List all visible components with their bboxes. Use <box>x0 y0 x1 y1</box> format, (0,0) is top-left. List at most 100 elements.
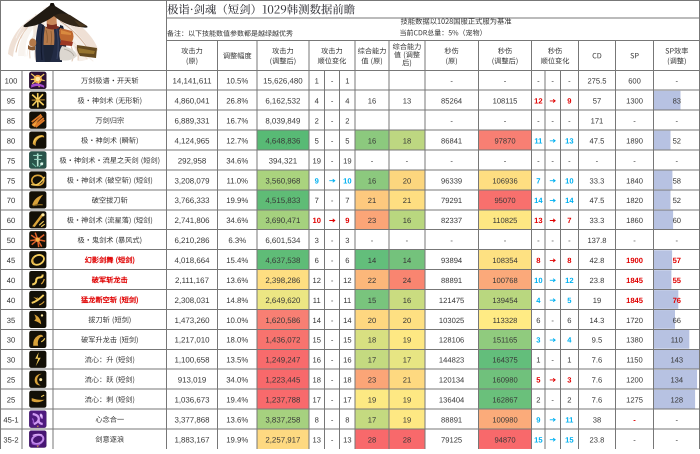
svg-text:60: 60 <box>7 216 15 225</box>
svg-text:34.6%: 34.6% <box>226 216 248 225</box>
svg-text:23: 23 <box>368 376 376 385</box>
svg-text:1150: 1150 <box>626 356 642 365</box>
svg-text:-: - <box>504 77 507 86</box>
svg-text:8,039,849: 8,039,849 <box>265 116 301 125</box>
svg-text:88891: 88891 <box>441 276 462 285</box>
svg-text:162867: 162867 <box>492 395 517 404</box>
svg-text:-: - <box>551 316 554 325</box>
svg-text:79125: 79125 <box>441 435 462 444</box>
svg-text:-: - <box>633 156 636 165</box>
svg-text:-: - <box>331 136 334 145</box>
svg-text:16.7%: 16.7% <box>226 116 248 125</box>
svg-text:80: 80 <box>7 136 15 145</box>
svg-text:136404: 136404 <box>439 395 464 404</box>
svg-text:12: 12 <box>534 97 542 106</box>
svg-text:11.0%: 11.0% <box>226 176 248 185</box>
svg-text:-: - <box>331 415 334 424</box>
svg-text:108115: 108115 <box>493 97 518 106</box>
svg-text:1900: 1900 <box>626 256 643 265</box>
svg-text:14.8%: 14.8% <box>226 296 248 305</box>
svg-text:-: - <box>450 77 453 86</box>
svg-text:19.9%: 19.9% <box>226 196 248 205</box>
svg-text:3,690,471: 3,690,471 <box>265 216 300 225</box>
svg-text:110825: 110825 <box>493 216 518 225</box>
svg-text:16: 16 <box>368 176 376 185</box>
svg-text:2,741,806: 2,741,806 <box>174 216 210 225</box>
svg-text:21: 21 <box>403 376 411 385</box>
svg-text:23.8: 23.8 <box>590 276 605 285</box>
svg-text:1,883,167: 1,883,167 <box>174 435 209 444</box>
svg-text:-: - <box>676 415 679 424</box>
svg-text:1,100,658: 1,100,658 <box>174 356 210 365</box>
svg-text:8: 8 <box>345 415 349 424</box>
svg-text:6,210,286: 6,210,286 <box>174 236 210 245</box>
svg-text:19.9%: 19.9% <box>226 435 248 444</box>
svg-text:10: 10 <box>313 216 321 225</box>
svg-text:52: 52 <box>673 196 681 205</box>
svg-text:-: - <box>568 77 571 86</box>
svg-text:1,249,247: 1,249,247 <box>265 356 300 365</box>
svg-text:-: - <box>331 196 334 205</box>
svg-text:10.5%: 10.5% <box>226 77 248 86</box>
svg-text:1: 1 <box>536 356 540 365</box>
svg-text:19: 19 <box>368 395 376 404</box>
svg-text:97870: 97870 <box>494 136 515 145</box>
svg-text:7: 7 <box>536 176 540 185</box>
svg-text:-: - <box>633 415 636 424</box>
svg-text:95: 95 <box>7 97 15 106</box>
svg-text:20: 20 <box>403 316 411 325</box>
svg-text:1845: 1845 <box>626 296 644 305</box>
svg-text:1820: 1820 <box>626 196 643 205</box>
svg-text:1,620,586: 1,620,586 <box>265 316 301 325</box>
svg-text:2: 2 <box>345 116 349 125</box>
svg-text:40: 40 <box>7 276 15 285</box>
svg-text:14: 14 <box>368 256 376 265</box>
svg-text:-: - <box>537 236 540 245</box>
svg-text:-: - <box>504 116 507 125</box>
svg-text:103025: 103025 <box>439 316 464 325</box>
svg-text:1,036,673: 1,036,673 <box>174 395 210 404</box>
svg-text:100768: 100768 <box>492 276 517 285</box>
svg-text:85: 85 <box>7 116 15 125</box>
svg-text:-: - <box>568 156 571 165</box>
svg-text:21: 21 <box>368 196 376 205</box>
svg-text:19: 19 <box>403 395 411 404</box>
svg-text:3: 3 <box>536 336 540 345</box>
svg-text:151165: 151165 <box>493 336 518 345</box>
svg-text:4,637,538: 4,637,538 <box>265 256 301 265</box>
svg-text:19.4%: 19.4% <box>226 395 248 404</box>
svg-text:50: 50 <box>7 236 15 245</box>
svg-text:-: - <box>537 77 540 86</box>
svg-text:35: 35 <box>7 316 15 325</box>
svg-text:-: - <box>331 336 334 345</box>
svg-text:3: 3 <box>345 236 349 245</box>
svg-text:13.6%: 13.6% <box>226 276 248 285</box>
svg-text:42.8: 42.8 <box>590 256 605 265</box>
svg-text:-: - <box>633 236 636 245</box>
svg-text:-: - <box>551 236 554 245</box>
svg-text:13: 13 <box>534 216 542 225</box>
svg-text:25: 25 <box>7 395 15 404</box>
svg-text:2,111,167: 2,111,167 <box>175 276 209 285</box>
svg-text:17: 17 <box>403 356 411 365</box>
svg-text:-: - <box>676 435 679 444</box>
svg-text:17: 17 <box>313 395 321 404</box>
svg-text:16: 16 <box>313 356 321 365</box>
svg-text:2,398,286: 2,398,286 <box>265 276 301 285</box>
svg-text:14: 14 <box>313 316 321 325</box>
svg-text:12: 12 <box>343 276 351 285</box>
svg-text:394,321: 394,321 <box>269 156 298 165</box>
svg-text:10: 10 <box>565 176 573 185</box>
svg-text:121475: 121475 <box>439 296 464 305</box>
svg-text:14: 14 <box>565 196 574 205</box>
svg-text:13: 13 <box>403 97 411 106</box>
svg-text:4: 4 <box>345 97 349 106</box>
svg-text:88891: 88891 <box>441 415 462 424</box>
svg-text:19: 19 <box>403 415 411 424</box>
svg-text:-: - <box>371 156 374 165</box>
svg-text:113328: 113328 <box>493 316 518 325</box>
svg-text:-: - <box>331 376 334 385</box>
svg-text:3,837,258: 3,837,258 <box>265 415 301 424</box>
svg-text:3,208,079: 3,208,079 <box>174 176 210 185</box>
svg-text:9: 9 <box>567 97 571 106</box>
